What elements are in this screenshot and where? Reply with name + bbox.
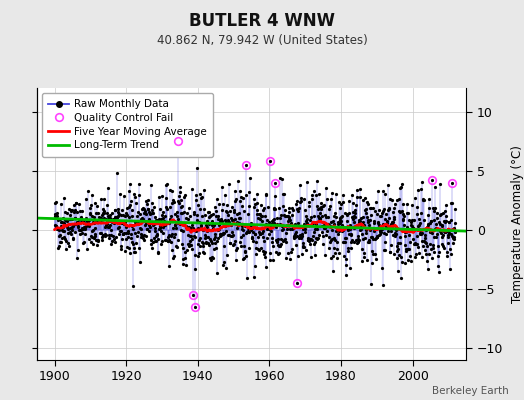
- Y-axis label: Temperature Anomaly (°C): Temperature Anomaly (°C): [511, 145, 524, 303]
- Text: 40.862 N, 79.942 W (United States): 40.862 N, 79.942 W (United States): [157, 34, 367, 47]
- Legend: Raw Monthly Data, Quality Control Fail, Five Year Moving Average, Long-Term Tren: Raw Monthly Data, Quality Control Fail, …: [42, 93, 213, 157]
- Text: BUTLER 4 WNW: BUTLER 4 WNW: [189, 12, 335, 30]
- Text: Berkeley Earth: Berkeley Earth: [432, 386, 508, 396]
